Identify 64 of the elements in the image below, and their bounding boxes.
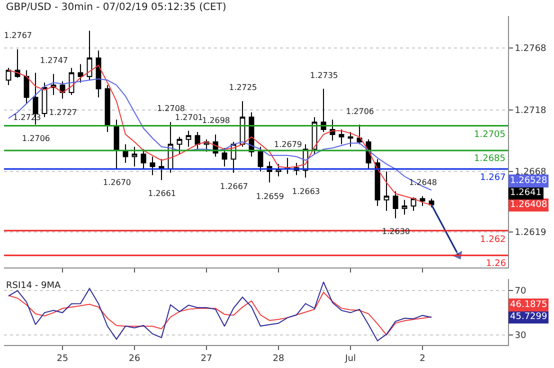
annotation: 1.2747: [40, 56, 68, 65]
candlestick: [320, 88, 326, 132]
y-tick-label: 30: [514, 331, 527, 342]
annotation: 1.2698: [202, 116, 230, 125]
annotation: 1.2735: [310, 71, 338, 80]
annotation: 1.2725: [229, 83, 257, 92]
candlestick: [176, 136, 182, 155]
candlestick: [140, 148, 146, 170]
y-tick-label: 1.2619: [514, 228, 547, 238]
x-tick-label: 2: [420, 354, 426, 364]
x-tick-label: 28: [272, 354, 284, 364]
candlestick: [150, 156, 156, 176]
line-series: [8, 281, 432, 342]
annotation: 1.2706: [22, 134, 50, 143]
candlestick: [86, 30, 92, 81]
candlestick: [132, 146, 138, 168]
candlestick: [420, 196, 426, 206]
candlestick: [356, 124, 362, 145]
annotation: 1.2706: [346, 107, 374, 116]
annotation: 1.2727: [49, 108, 77, 117]
annotation: 1.2701: [175, 113, 203, 122]
annotation: 1.2659: [256, 192, 284, 201]
candlestick: [194, 131, 200, 150]
candlestick: [338, 129, 344, 145]
candlestick: [24, 70, 30, 104]
annotation: 1.2679: [274, 140, 302, 149]
line-series: [8, 292, 432, 336]
annotation: 1.2667: [220, 182, 248, 191]
candlestick: [258, 146, 264, 172]
candlestick: [186, 130, 192, 148]
candlestick: [402, 199, 408, 216]
text: 46.1875: [510, 300, 548, 310]
annotation: 1.2661: [148, 189, 176, 198]
x-tick-label: 27: [200, 354, 212, 364]
x-tick-label: Jul: [344, 354, 356, 364]
ref-line-label: 1.26: [486, 259, 506, 269]
text: 1.26528: [510, 176, 548, 186]
ref-line-label: 1.262: [480, 235, 506, 245]
annotation: 1.2670: [103, 178, 131, 187]
candlestick: [392, 190, 398, 219]
y-tick-label: 1.2718: [514, 106, 547, 116]
ref-line-label: 1.2685: [474, 154, 506, 164]
candlestick: [78, 64, 84, 84]
candlestick: [222, 148, 228, 168]
x-tick-label: 25: [56, 354, 68, 364]
ref-line-label: 1.2705: [474, 130, 506, 140]
chart-title: RSI14 - 9MA: [6, 281, 62, 291]
candlestick: [348, 131, 354, 148]
text: 45.7299: [510, 312, 548, 322]
x-tick-label: 26: [128, 354, 140, 364]
candlestick: [114, 119, 120, 170]
candlestick: [384, 170, 390, 212]
ref-line-label: 1.267: [480, 173, 506, 183]
y-tick-label: 1.2768: [514, 44, 547, 54]
chart-title: GBP/USD - 30min - 07/02/19 05:12:35 (CET): [6, 2, 226, 13]
text: 1.26408: [510, 200, 548, 210]
annotation: 1.2767: [4, 31, 32, 40]
annotation: 1.2663: [292, 187, 320, 196]
candlestick: [14, 48, 20, 78]
y-tick-label: 70: [514, 286, 527, 296]
candlestick: [104, 84, 110, 132]
text: 1.2641: [510, 188, 542, 198]
candlestick: [428, 198, 434, 208]
annotation: 1.2708: [157, 104, 185, 113]
